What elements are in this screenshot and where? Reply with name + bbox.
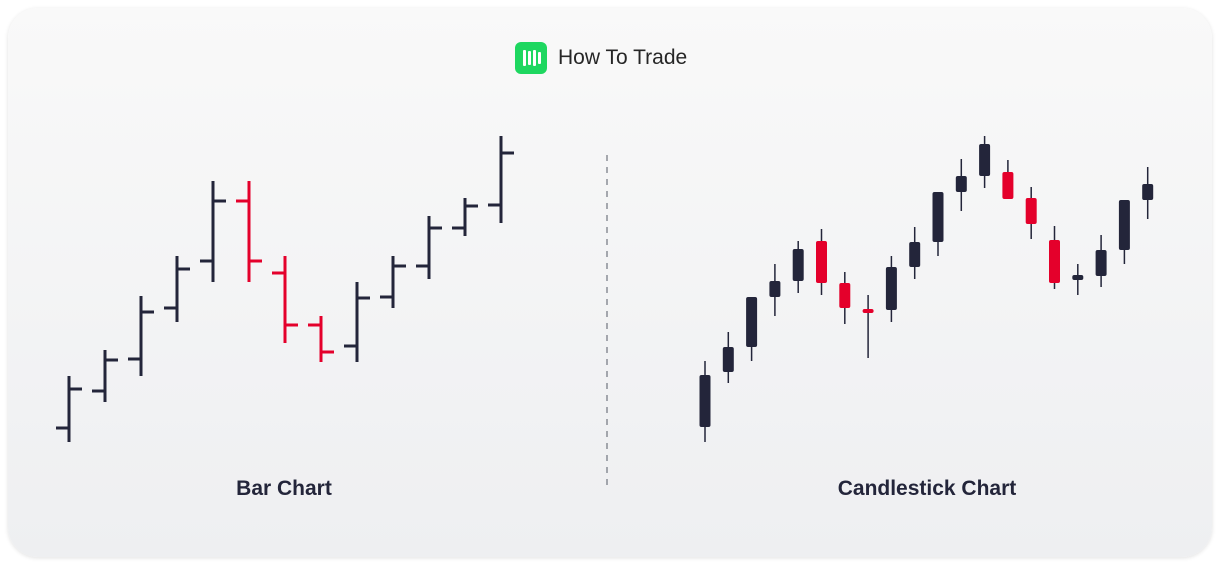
candle-body [1072,275,1084,280]
ohlc-bar [92,350,118,402]
ohlc-bar [416,216,442,279]
candle [1142,167,1154,219]
candle [932,192,944,256]
chart-card [8,8,1212,557]
candle [885,256,897,322]
candle-body [816,241,827,283]
candle-body [1025,198,1037,224]
ohlc-bar [308,316,334,362]
candle [746,297,758,361]
candle-body [839,283,851,308]
candle [862,295,874,358]
how-to-trade-logo-icon [515,42,547,74]
candle [979,136,991,188]
candle-body [1095,250,1107,276]
candle [1118,200,1130,264]
candle [792,241,804,293]
candle-body [792,249,804,281]
candle [1002,160,1014,199]
bar-chart [56,136,514,442]
candle-body [1118,200,1130,250]
ohlc-bar [56,376,82,442]
candlestick-chart [699,136,1154,442]
candle [1072,264,1084,295]
candle [839,272,851,324]
candle [1025,187,1037,239]
ohlc-bar [344,282,370,362]
ohlc-bar [488,136,514,223]
candle [955,159,967,211]
ohlc-bar [380,256,406,308]
candle [909,227,921,279]
candle [816,229,827,295]
candlestick-chart-title: Candlestick Chart [837,477,1017,500]
candle-body [909,242,921,267]
ohlc-bar [200,181,226,282]
candle-body [746,297,758,347]
brand-name: How To Trade [558,46,688,69]
candle [699,361,711,442]
candle-body [1049,240,1060,283]
candle-body [955,176,967,192]
candle-body [862,309,874,313]
ohlc-bar [452,198,478,236]
ohlc-bar [236,181,262,282]
candle [769,264,781,316]
candle [1049,226,1060,289]
candle-body [885,267,897,310]
ohlc-bar [272,256,298,343]
ohlc-bar [164,256,190,322]
candle-body [722,347,734,372]
candle-body [1142,184,1154,200]
candle [1095,235,1107,287]
candle-body [1002,172,1014,199]
candle-body [699,375,711,427]
brand-header: How To Trade [515,42,687,74]
candle [722,332,734,383]
candle-body [769,281,781,297]
candle-body [979,144,991,176]
ohlc-bar [128,296,154,376]
bar-chart-title: Bar Chart [236,477,332,500]
candle-body [932,192,944,242]
